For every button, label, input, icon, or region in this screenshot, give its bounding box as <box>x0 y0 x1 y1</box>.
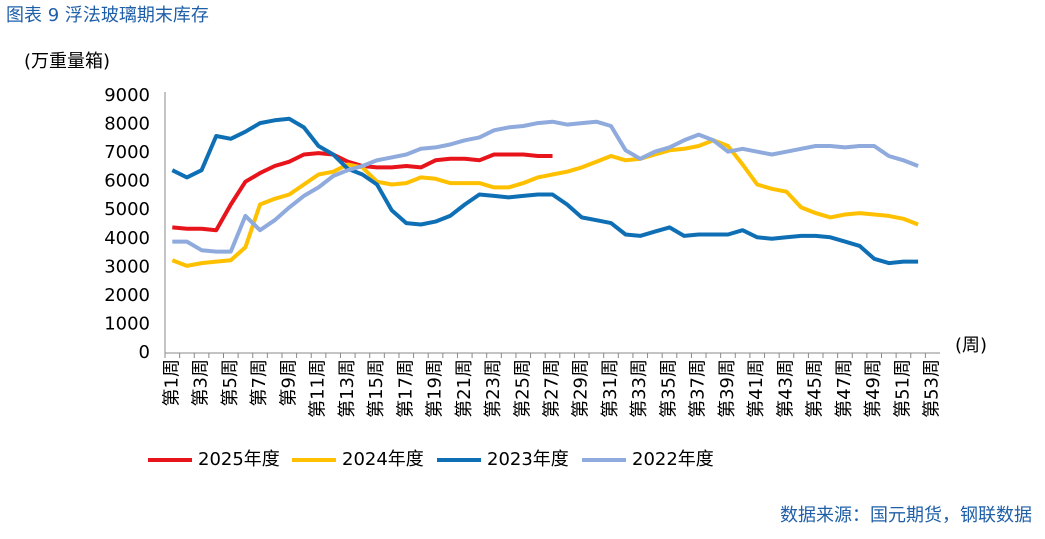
x-tick-label: 第25周 <box>512 359 533 418</box>
y-tick-label: 1000 <box>104 313 150 334</box>
x-tick-label: 第17周 <box>395 359 416 418</box>
x-axis-label: (周) <box>955 335 987 356</box>
x-tick-label: 第43周 <box>775 359 796 418</box>
x-tick-label: 第37周 <box>688 359 709 418</box>
chart-title: 图表 9 浮法玻璃期末库存 <box>6 5 209 26</box>
line-series <box>171 116 919 266</box>
y-tick-label: 0 <box>139 342 150 363</box>
x-tick-label: 第15周 <box>366 359 387 418</box>
y-tick-label: 8000 <box>104 114 150 135</box>
x-tick-label: 第39周 <box>717 359 738 418</box>
x-tick-label: 第23周 <box>483 359 504 418</box>
legend-label: 2024年度 <box>342 449 424 470</box>
x-tick-label: 第51周 <box>892 359 913 418</box>
x-tick-label: 第47周 <box>834 359 855 418</box>
y-tick-label: 2000 <box>104 285 150 306</box>
x-tick-label: 第3周 <box>191 359 212 406</box>
x-tick-label: 第53周 <box>922 359 943 418</box>
x-tick-label: 第41周 <box>746 359 767 418</box>
y-tick-label: 4000 <box>104 228 150 249</box>
x-tick-label: 第13周 <box>337 359 358 418</box>
x-tick-label: 第49周 <box>863 359 884 418</box>
x-tick-label: 第35周 <box>658 359 679 418</box>
line-series <box>172 119 919 254</box>
y-tick-label: 3000 <box>104 256 150 277</box>
x-tick-label: 第5周 <box>220 359 241 406</box>
x-tick-label: 第29周 <box>571 359 592 418</box>
x-tick-label: 第1周 <box>161 359 182 406</box>
y-tick-label: 5000 <box>104 199 150 220</box>
x-tick-label: 第27周 <box>542 359 563 418</box>
y-tick-label: 9000 <box>104 85 150 106</box>
source: 数据来源：国元期货，钢联数据 <box>780 505 1032 526</box>
line-series <box>171 138 919 268</box>
legend-label: 2023年度 <box>487 449 569 470</box>
legend-label: 2022年度 <box>632 449 714 470</box>
x-tick-label: 第11周 <box>308 359 329 418</box>
x-tick-label: 第31周 <box>600 359 621 418</box>
legend-label: 2025年度 <box>198 449 280 470</box>
y-axis-label: (万重量箱) <box>24 51 110 72</box>
x-tick-label: 第19周 <box>425 359 446 418</box>
y-tick-label: 6000 <box>104 171 150 192</box>
x-tick-label: 第9周 <box>278 359 299 406</box>
x-tick-label: 第33周 <box>629 359 650 418</box>
y-tick-label: 7000 <box>104 142 150 163</box>
x-tick-label: 第45周 <box>805 359 826 418</box>
x-tick-label: 第7周 <box>249 359 270 406</box>
x-tick-label: 第21周 <box>454 359 475 418</box>
